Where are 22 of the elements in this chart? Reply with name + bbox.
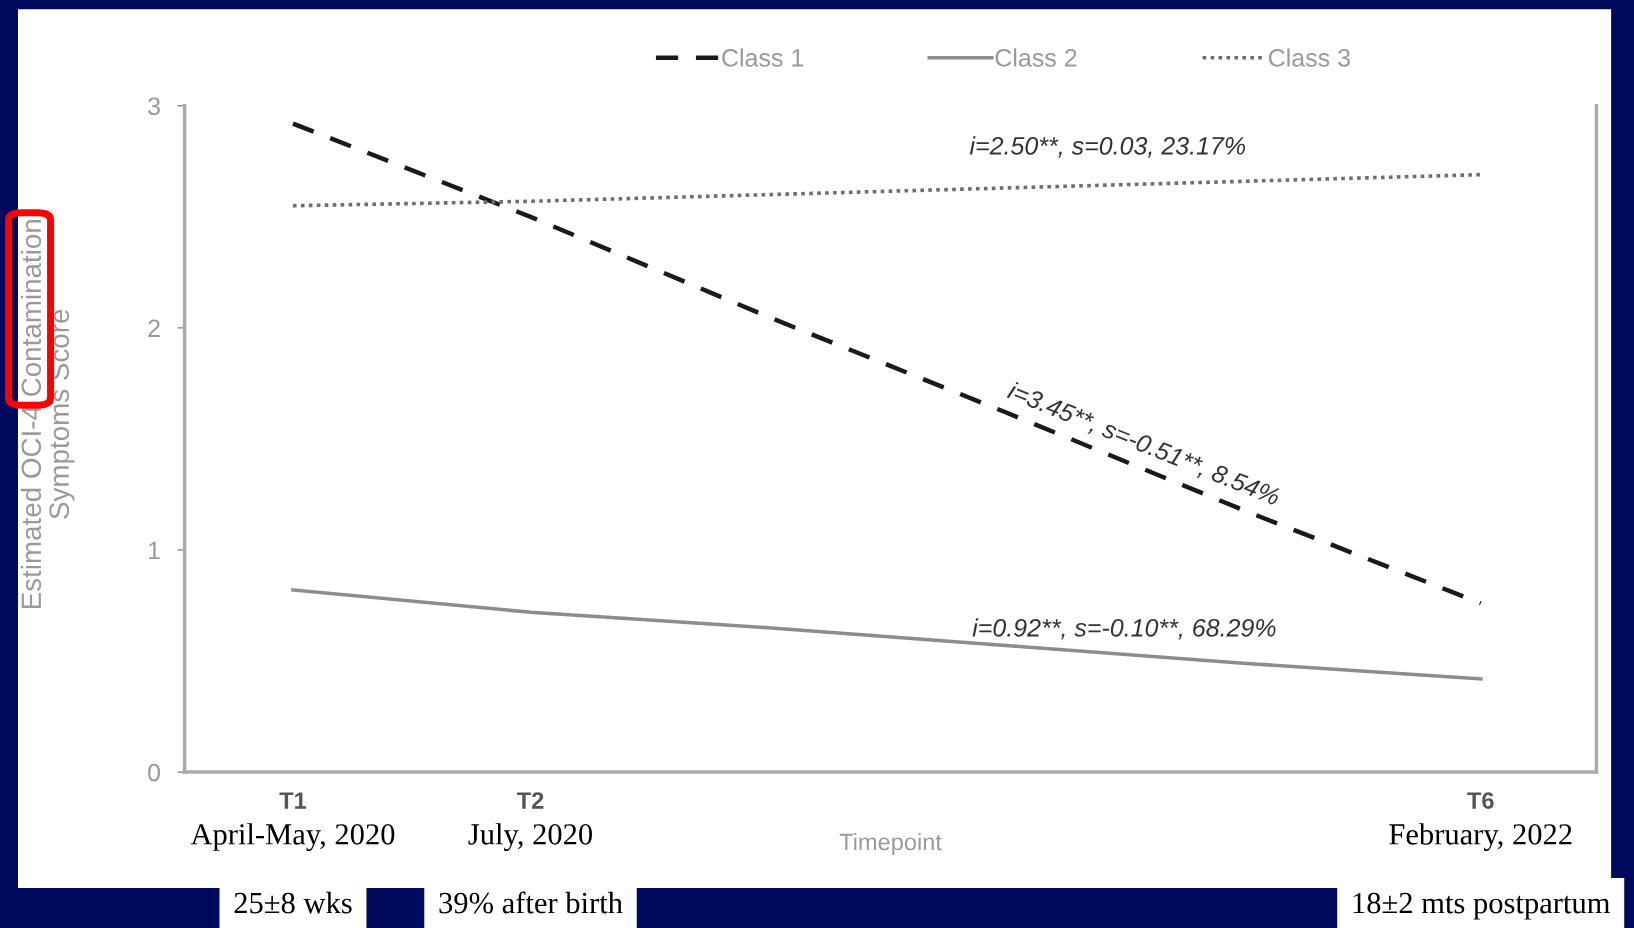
- text: 18±2 mts postpartum: [1353, 892, 1611, 920]
- legend-label: Class 3: [1268, 48, 1350, 67]
- text: July, 2020: [468, 823, 593, 851]
- line-series: [291, 588, 1483, 681]
- text: 25±8 wks: [234, 891, 352, 914]
- x-axis-title: Timepoint: [839, 832, 942, 855]
- y-tick-label: 3: [148, 97, 160, 116]
- x-tick-label: T2: [517, 792, 544, 809]
- legend-label: Class 1: [722, 48, 804, 67]
- y-tick-label: 1: [149, 541, 160, 560]
- annotation: i=2.50**, s=0.03, 23.17%: [969, 136, 1245, 158]
- x-tick-label: T6: [1467, 792, 1494, 809]
- y-tick-label: 2: [148, 319, 160, 337]
- y-tick-label: 0: [148, 763, 161, 782]
- line-series: [290, 121, 1483, 606]
- annotation: i=0.92**, s=-0.10**, 68.29%: [972, 618, 1276, 640]
- text: February, 2022: [1389, 823, 1572, 851]
- line-series: [291, 172, 1483, 208]
- text: April-May, 2020: [190, 823, 395, 851]
- x-tick-label: T1: [279, 792, 307, 809]
- legend-label: Class 2: [995, 48, 1077, 67]
- text: 39% after birth: [439, 891, 623, 914]
